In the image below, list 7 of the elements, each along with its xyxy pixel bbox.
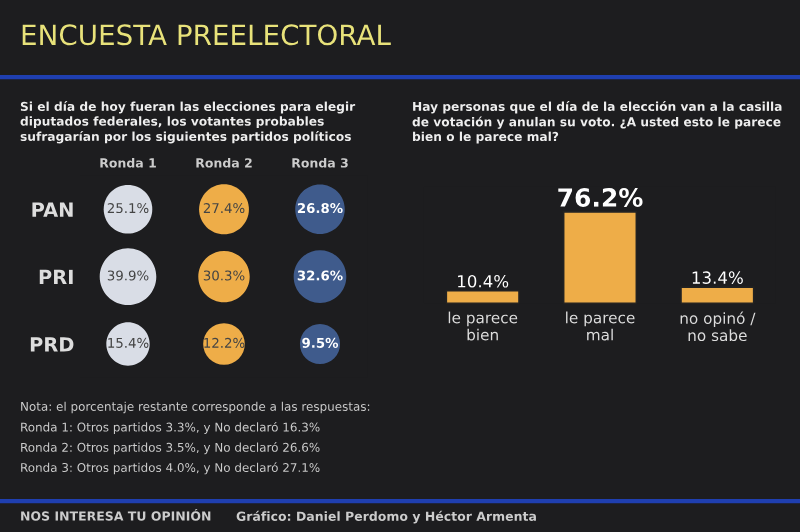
y-tick-label: PAN (32, 202, 73, 217)
y-tick-label: PRI (39, 269, 73, 285)
y-tick-label: PRD (30, 337, 74, 352)
data-label: 13.4% (692, 271, 743, 284)
data-label: 10.4% (458, 274, 509, 288)
data-label: 76.2% (558, 188, 643, 207)
chart-title: ENCUESTA PREELECTORAL (22, 24, 391, 46)
